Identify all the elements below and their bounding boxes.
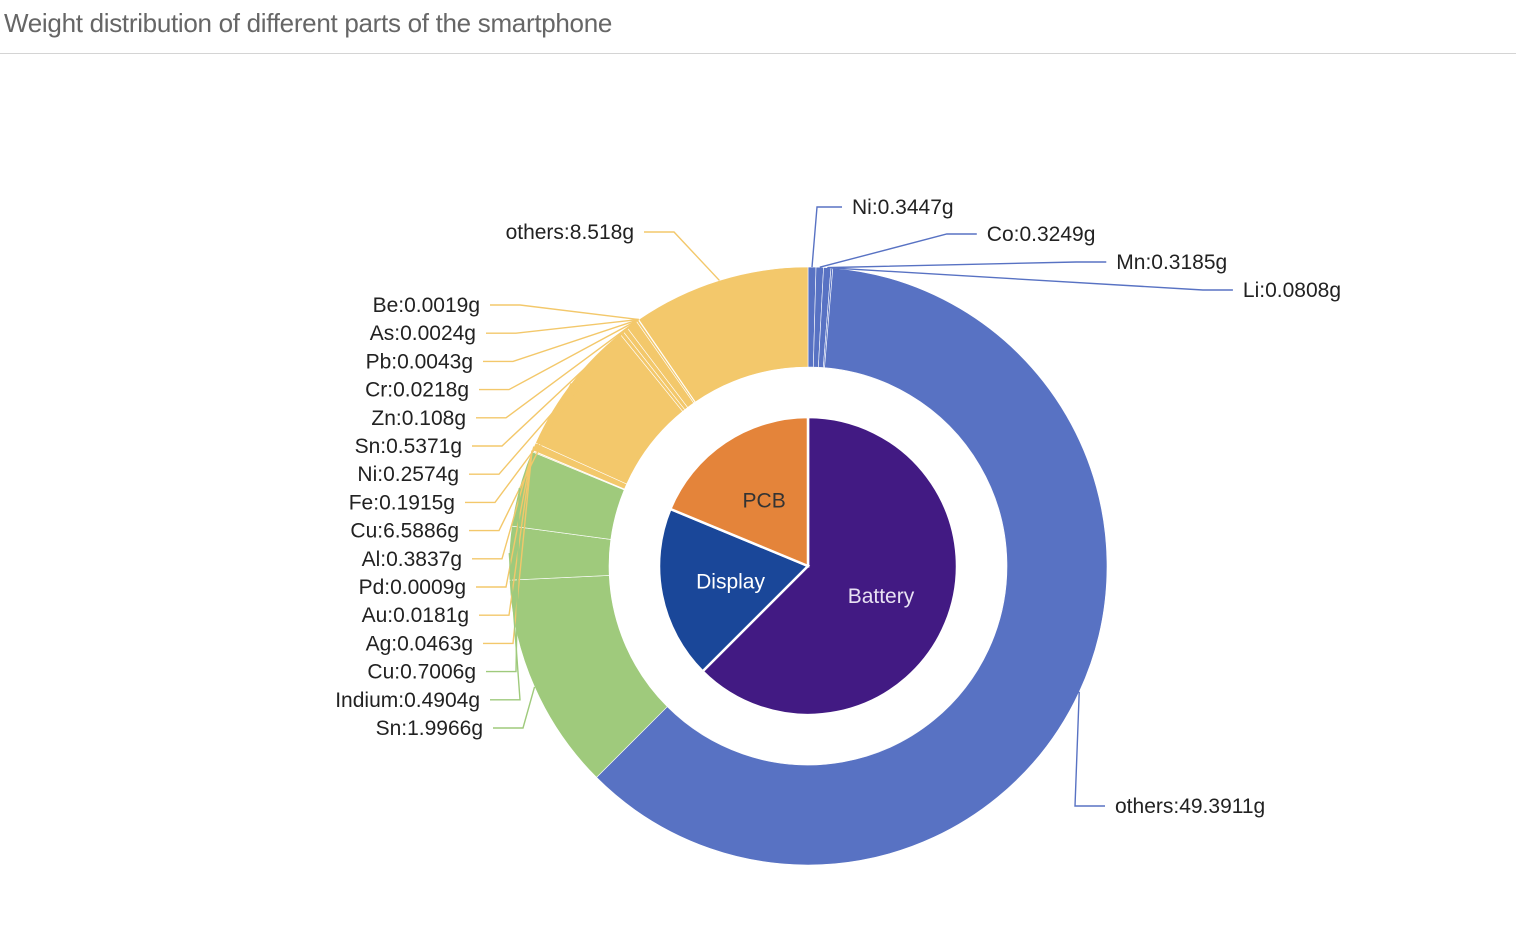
slice-label-display-cu: Cu:0.7006g <box>367 661 476 684</box>
inner-label-display: Display <box>696 570 765 593</box>
slice-label-battery-co: Co:0.3249g <box>987 223 1096 246</box>
leader-line-display-indium <box>490 553 521 701</box>
slice-label-battery-others: others:49.3911g <box>1115 795 1265 818</box>
leader-line-pcb-pb <box>483 318 639 363</box>
leader-line-battery-li <box>831 267 1233 291</box>
slice-label-pcb-pd: Pd:0.0009g <box>359 576 466 599</box>
slice-label-pcb-cr: Cr:0.0218g <box>365 379 469 402</box>
leader-line-pcb-others <box>644 231 720 281</box>
leader-line-pcb-ag <box>483 451 533 645</box>
chart-title: Weight distribution of different parts o… <box>4 8 613 38</box>
slice-label-pcb-cu: Cu:6.5886g <box>350 520 459 543</box>
slice-label-battery-li: Li:0.0808g <box>1243 279 1341 302</box>
leader-line-pcb-fe <box>465 332 622 504</box>
inner-label-pcb: PCB <box>743 489 786 512</box>
leader-line-pcb-cr <box>479 319 639 391</box>
leader-line-battery-ni <box>811 206 843 268</box>
leader-line-pcb-sn <box>472 323 633 447</box>
slice-label-battery-mn: Mn:0.3185g <box>1116 251 1227 274</box>
slice-label-pcb-zn: Zn:0.108g <box>371 407 466 430</box>
leader-line-pcb-al <box>472 446 535 560</box>
leader-line-battery-others <box>1074 691 1105 807</box>
slice-label-display-sn: Sn:1.9966g <box>376 717 483 740</box>
slice-label-pcb-pb: Pb:0.0043g <box>366 350 473 373</box>
slice-label-pcb-others: others:8.518g <box>506 221 634 244</box>
slice-label-display-indium: Indium:0.4904g <box>335 689 480 712</box>
outer-ring <box>508 266 1108 866</box>
leader-line-pcb-au <box>479 450 533 616</box>
label-leader-lines <box>465 206 1233 807</box>
slice-label-pcb-fe: Fe:0.1915g <box>349 491 455 514</box>
inner-slice-pcb <box>668 415 810 568</box>
leader-line-display-sn <box>493 686 536 729</box>
leader-line-pcb-zn <box>476 319 638 419</box>
leader-line-pcb-cu <box>469 383 572 532</box>
leader-line-display-cu <box>486 488 521 673</box>
inner-pie: Battery Display PCB <box>657 415 959 717</box>
outer-slice-display-sn <box>509 575 668 778</box>
inner-slice-battery <box>700 415 959 717</box>
leader-line-battery-co <box>819 233 977 268</box>
outer-slice-battery-others <box>596 267 1108 866</box>
slice-label-pcb-sn: Sn:0.5371g <box>355 435 462 458</box>
outer-slice-pcb-others <box>638 266 809 403</box>
slice-label-pcb-be: Be:0.0019g <box>373 294 480 317</box>
leader-line-pcb-be <box>490 304 639 321</box>
slice-label-battery-ni: Ni:0.3447g <box>852 196 954 219</box>
slice-label-pcb-ag: Ag:0.0463g <box>366 632 473 655</box>
slice-label-pcb-al: Al:0.3837g <box>362 548 462 571</box>
slice-label-pcb-as: As:0.0024g <box>370 322 476 345</box>
slice-label-pcb-au: Au:0.0181g <box>362 604 469 627</box>
leader-line-pcb-pd <box>476 450 533 588</box>
inner-label-battery: Battery <box>848 585 915 608</box>
title-divider <box>0 53 1516 54</box>
leader-line-battery-mn <box>827 261 1107 269</box>
leader-line-pcb-as <box>486 318 639 334</box>
inner-slice-display <box>657 507 811 674</box>
slice-label-pcb-ni: Ni:0.2574g <box>357 463 459 486</box>
leader-line-pcb-ni <box>469 329 626 475</box>
slice-labels: Ni:0.3447g Co:0.3249g Mn:0.3185g Li:0.0808g… <box>335 196 1341 818</box>
